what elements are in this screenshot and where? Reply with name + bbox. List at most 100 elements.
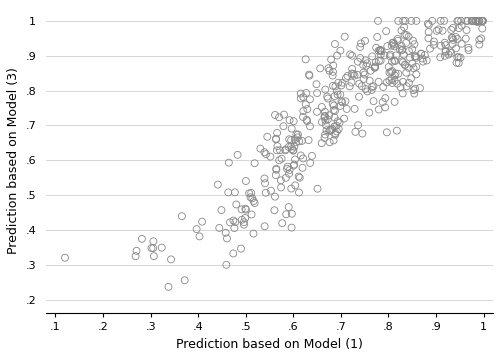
Point — [408, 61, 416, 67]
Point — [422, 58, 430, 63]
Point — [457, 18, 465, 24]
Point — [380, 53, 388, 58]
Point — [375, 58, 383, 64]
Point — [458, 41, 466, 47]
Point — [302, 102, 310, 107]
Point — [248, 195, 256, 201]
Point — [342, 106, 350, 112]
Point — [398, 58, 406, 64]
Point — [472, 18, 480, 24]
Point — [281, 147, 289, 153]
Point — [298, 138, 306, 144]
Point — [237, 246, 245, 251]
Point — [282, 175, 290, 181]
Point — [330, 93, 338, 99]
Point — [388, 40, 396, 46]
Point — [477, 35, 485, 41]
Point — [321, 132, 329, 137]
Point — [386, 53, 394, 59]
Point — [331, 132, 339, 137]
Point — [370, 83, 378, 89]
Point — [430, 42, 438, 48]
Point — [340, 116, 348, 121]
Point — [288, 211, 296, 217]
Point — [476, 37, 484, 43]
Point — [444, 52, 452, 57]
Point — [398, 43, 406, 49]
Point — [398, 28, 406, 33]
Point — [375, 107, 383, 112]
Point — [412, 55, 420, 61]
Point — [398, 48, 406, 53]
Point — [390, 78, 398, 83]
Point — [437, 43, 445, 49]
Point — [388, 59, 396, 64]
Point — [354, 72, 362, 78]
Point — [412, 53, 420, 59]
Point — [394, 81, 402, 87]
Point — [238, 207, 246, 212]
Point — [230, 251, 237, 256]
Point — [327, 57, 335, 62]
Point — [454, 18, 462, 24]
Point — [442, 42, 450, 48]
Point — [478, 18, 486, 24]
Point — [320, 113, 328, 119]
Point — [476, 42, 484, 47]
Point — [272, 136, 280, 141]
Point — [224, 189, 232, 195]
Point — [348, 71, 356, 76]
Point — [286, 117, 294, 123]
Point — [354, 122, 362, 128]
Point — [362, 58, 370, 63]
Point — [454, 36, 462, 42]
Point — [346, 83, 354, 89]
Point — [385, 64, 393, 70]
Point — [325, 128, 333, 134]
Point — [306, 160, 314, 166]
Point — [272, 136, 280, 142]
Point — [390, 99, 398, 105]
Point — [164, 284, 172, 290]
Point — [322, 122, 330, 128]
Point — [214, 182, 222, 188]
Point — [225, 160, 233, 165]
Point — [388, 76, 396, 82]
Point — [283, 166, 291, 172]
Point — [287, 144, 295, 150]
Point — [261, 180, 269, 186]
Point — [388, 80, 396, 86]
Point — [149, 245, 157, 251]
Point — [400, 32, 408, 38]
Point — [302, 57, 310, 62]
Point — [366, 110, 374, 116]
Point — [288, 126, 296, 131]
Point — [462, 18, 470, 24]
Point — [284, 204, 292, 210]
Point — [326, 68, 334, 73]
Point — [291, 157, 299, 163]
Point — [410, 41, 418, 47]
Point — [138, 236, 146, 242]
Point — [458, 23, 466, 29]
Point — [352, 129, 360, 135]
Point — [291, 183, 299, 188]
Point — [449, 25, 457, 31]
Point — [430, 39, 438, 44]
Point — [438, 28, 446, 34]
Point — [270, 207, 278, 213]
Point — [419, 59, 427, 64]
Point — [356, 55, 364, 61]
Point — [408, 76, 416, 81]
Point — [475, 18, 483, 24]
Point — [322, 87, 330, 92]
Point — [428, 18, 436, 24]
Point — [372, 59, 380, 65]
Point — [308, 153, 316, 159]
Point — [250, 198, 258, 204]
Point — [290, 163, 298, 168]
Point — [329, 63, 337, 68]
Point — [196, 233, 203, 239]
Point — [400, 52, 408, 58]
Point — [472, 18, 480, 24]
